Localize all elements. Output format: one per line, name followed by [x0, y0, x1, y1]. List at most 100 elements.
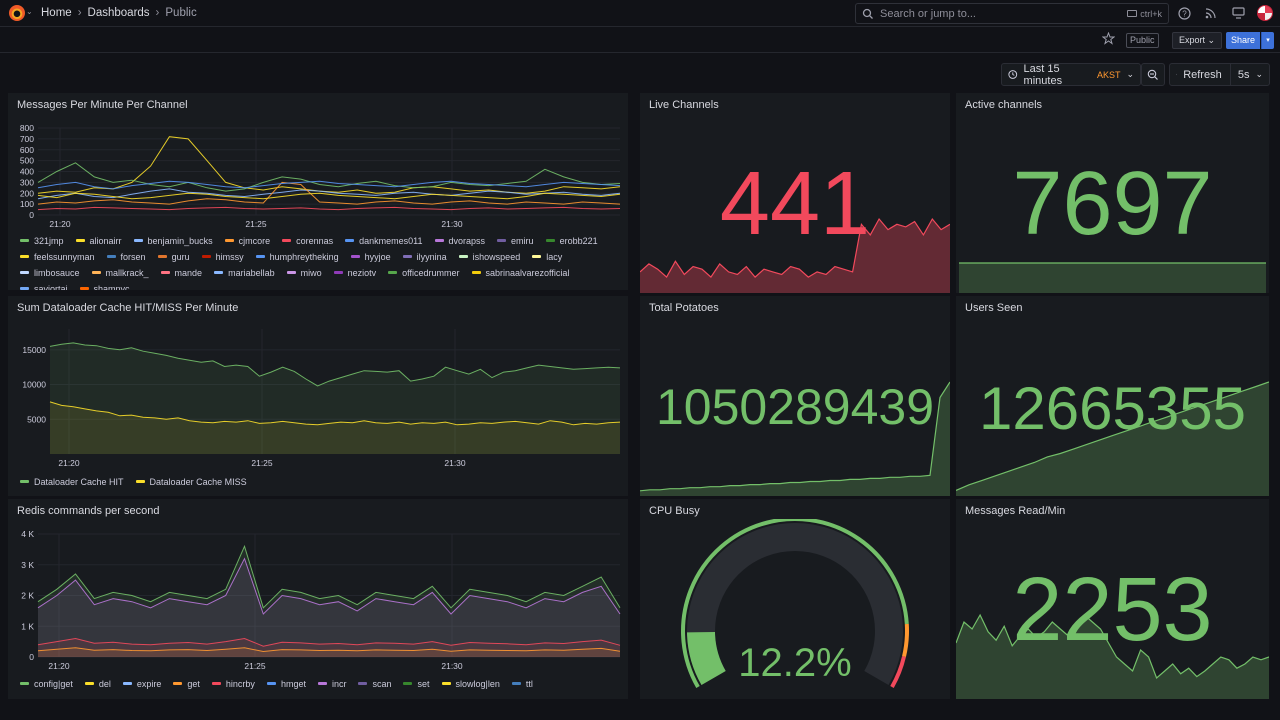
legend-swatch	[333, 271, 343, 274]
share-button[interactable]: Share	[1226, 32, 1260, 49]
timezone-label: AKST	[1096, 69, 1121, 80]
share-dropdown-button[interactable]: ▾	[1261, 32, 1274, 49]
panel-messages-read[interactable]: Messages Read/Min 2253	[956, 499, 1269, 699]
grafana-logo-icon[interactable]	[9, 5, 25, 21]
legend-item[interactable]: dankmemes011	[345, 234, 423, 247]
legend-item[interactable]: saviortaj	[20, 282, 68, 290]
legend-item[interactable]: del	[84, 677, 111, 690]
legend-item[interactable]: hincrby	[211, 677, 255, 690]
legend-item[interactable]: forsen	[106, 250, 146, 263]
zoom-out-icon	[1147, 69, 1158, 80]
legend-item[interactable]: cjmcore	[224, 234, 270, 247]
search-input[interactable]: Search or jump to... ctrl+k	[855, 3, 1169, 24]
panel-live-channels[interactable]: Live Channels 441	[640, 93, 950, 293]
legend-item[interactable]: ishowspeed	[458, 250, 520, 263]
sparkline-line	[956, 613, 1269, 680]
legend-item[interactable]: set	[403, 677, 430, 690]
monitor-icon[interactable]	[1230, 5, 1246, 21]
panel-users-seen[interactable]: Users Seen 12665355	[956, 296, 1269, 496]
legend-item[interactable]: Dataloader Cache HIT	[20, 475, 124, 488]
legend-item[interactable]: sabrinaalvarezofficial	[471, 266, 570, 279]
help-icon[interactable]: ?	[1176, 5, 1192, 21]
panel-title: Messages Per Minute Per Channel	[17, 99, 188, 111]
sparkline-chart	[640, 381, 950, 496]
dataloader-chart[interactable]: 5000 10000 15000 21:20 21:25 21:30	[8, 324, 628, 474]
export-button[interactable]: Export ⌄	[1172, 32, 1223, 49]
chevron-down-icon[interactable]: ⌄	[26, 7, 33, 16]
series-line	[49, 342, 621, 387]
gauge-threshold-green	[681, 519, 909, 688]
legend-item[interactable]: neziotv	[333, 266, 376, 279]
legend-label: mande	[174, 267, 203, 278]
legend-item[interactable]: 321jmp	[20, 234, 64, 247]
legend-item[interactable]: get	[173, 677, 200, 690]
legend-item[interactable]: mariabellab	[214, 266, 275, 279]
user-avatar[interactable]	[1257, 5, 1273, 21]
legend-item[interactable]: alionairr	[75, 234, 122, 247]
legend-item[interactable]: incr	[317, 677, 346, 690]
legend-item[interactable]: mande	[160, 266, 203, 279]
panel-title: Total Potatoes	[649, 302, 719, 314]
legend-item[interactable]: hyyjoe	[350, 250, 391, 263]
legend-item[interactable]: config|get	[20, 677, 73, 690]
public-tag: Public	[1126, 33, 1159, 48]
star-icon[interactable]	[1101, 31, 1116, 48]
x-tick-label: 21:25	[245, 219, 267, 229]
series-line	[37, 637, 621, 647]
legend-item[interactable]: ttl	[511, 677, 533, 690]
panel-messages-per-minute[interactable]: Messages Per Minute Per Channel 0 100 200 3…	[8, 93, 628, 290]
zoom-out-button[interactable]	[1141, 63, 1165, 86]
sparkline-line	[640, 381, 950, 492]
legend-swatch	[173, 682, 183, 685]
x-tick-label: 21:20	[58, 458, 80, 468]
panel-active-channels[interactable]: Active channels 7697	[956, 93, 1269, 293]
legend-item[interactable]: officedrummer	[388, 266, 460, 279]
refresh-button[interactable]: Refresh 5s ⌄	[1169, 63, 1270, 86]
gauge-value-arc	[687, 631, 726, 686]
legend-swatch	[214, 271, 224, 274]
legend-item[interactable]: corennas	[282, 234, 333, 247]
legend-item[interactable]: erobb221	[545, 234, 598, 247]
rss-icon[interactable]	[1203, 5, 1219, 21]
panel-redis-commands[interactable]: Redis commands per second 0 1 K 2 K 3 K 4 K 2…	[8, 499, 628, 699]
legend-item[interactable]: emiru	[497, 234, 534, 247]
legend-item[interactable]: expire	[122, 677, 161, 690]
legend-item[interactable]: Dataloader Cache MISS	[135, 475, 247, 488]
legend-label: lacy	[546, 251, 563, 262]
legend-item[interactable]: slowlog|len	[441, 677, 500, 690]
legend-item[interactable]: ilyynina	[402, 250, 447, 263]
legend-label: limbosauce	[34, 267, 80, 278]
series-line	[37, 136, 621, 194]
stat-value: 1050289439	[655, 379, 935, 435]
legend-item[interactable]: scan	[358, 677, 391, 690]
stat-value: 441	[719, 154, 871, 254]
legend-label: sabrinaalvarezofficial	[485, 267, 570, 278]
legend-item[interactable]: benjamin_bucks	[133, 234, 213, 247]
svg-text:?: ?	[1182, 9, 1187, 18]
series-line	[37, 181, 621, 205]
keyboard-shortcut: ctrl+k	[1127, 9, 1162, 19]
legend-item[interactable]: himssy	[201, 250, 244, 263]
time-range-picker[interactable]: Last 15 minutes AKST ⌄	[1001, 63, 1141, 87]
breadcrumb-home[interactable]: Home	[41, 7, 72, 19]
legend-swatch	[211, 682, 221, 685]
legend-item[interactable]: feelssunnyman	[20, 250, 95, 263]
legend-item[interactable]: dvorapss	[434, 234, 485, 247]
panel-dataloader-cache[interactable]: Sum Dataloader Cache HIT/MISS Per Minute…	[8, 296, 628, 496]
refresh-interval[interactable]: 5s	[1237, 68, 1250, 81]
legend-item[interactable]: lacy	[532, 250, 562, 263]
legend-item[interactable]: shamnyc	[79, 282, 130, 290]
legend-item[interactable]: humphreytheking	[255, 250, 339, 263]
legend-item[interactable]: limbosauce	[20, 266, 80, 279]
redis-chart[interactable]: 0 1 K 2 K 3 K 4 K 21:20 21:25 21:30	[8, 524, 628, 674]
panel-cpu-busy[interactable]: CPU Busy 12.2%	[640, 499, 950, 699]
legend-item[interactable]: guru	[157, 250, 190, 263]
legend-item[interactable]: miwo	[286, 266, 322, 279]
legend-item[interactable]: hmget	[266, 677, 306, 690]
legend-item[interactable]: mallkrack_	[91, 266, 149, 279]
panel-total-potatoes[interactable]: Total Potatoes 1050289439	[640, 296, 950, 496]
legend-swatch	[350, 255, 360, 258]
breadcrumb-dashboards[interactable]: Dashboards	[87, 7, 150, 19]
top-icons: ?	[1176, 5, 1273, 21]
